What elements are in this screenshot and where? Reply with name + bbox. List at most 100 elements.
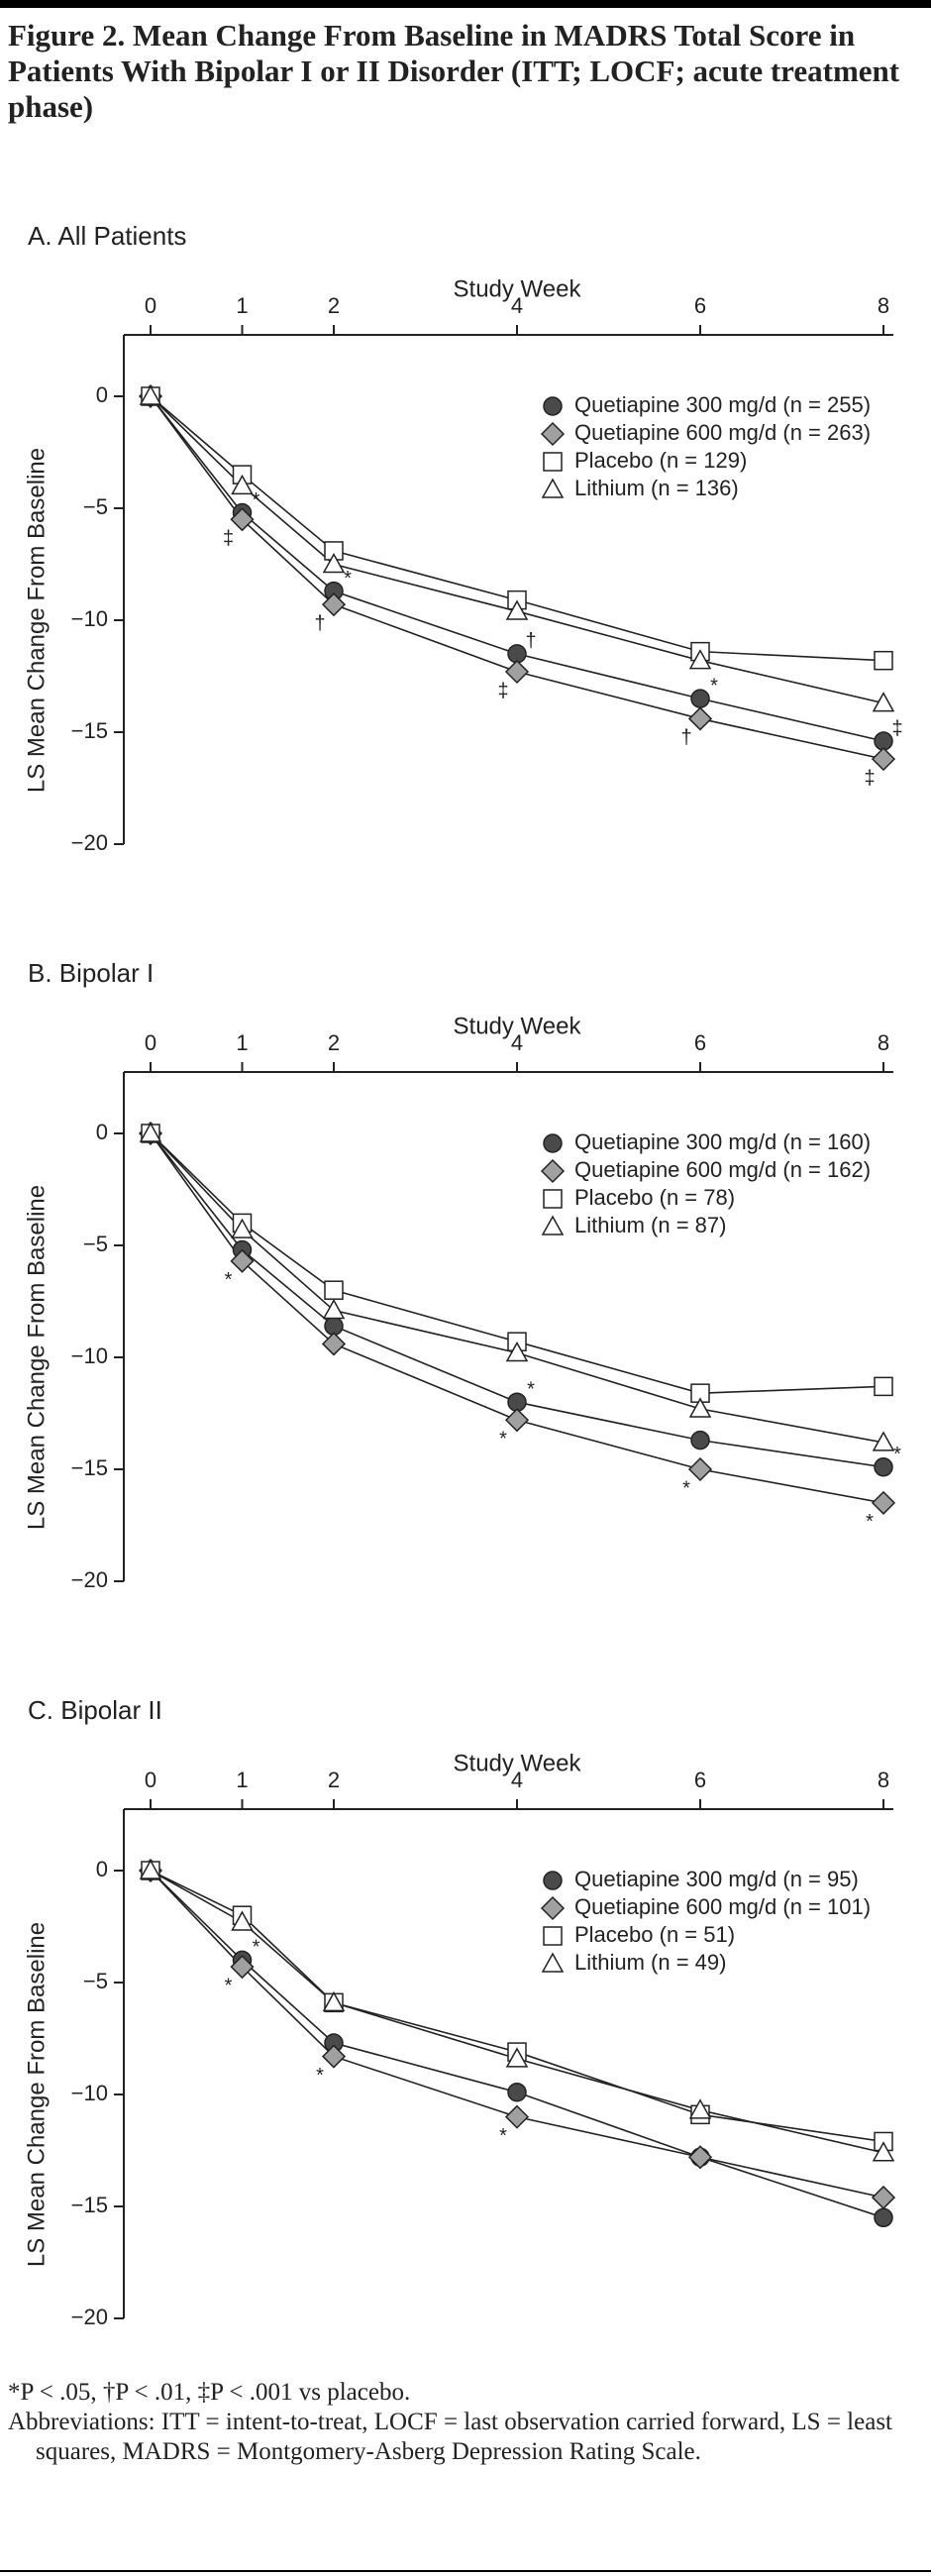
significance-marker: † <box>525 630 536 652</box>
x-tick-label: 6 <box>694 293 706 318</box>
bottom-rule <box>0 2570 931 2572</box>
data-point <box>687 706 713 731</box>
y-tick-label: −15 <box>71 2193 108 2217</box>
y-tick-label: 0 <box>96 1857 108 1881</box>
y-tick-label: −5 <box>83 1969 108 1993</box>
data-point <box>872 692 895 712</box>
x-tick-label: 2 <box>328 1768 340 1792</box>
data-point <box>690 689 710 708</box>
x-tick-label: 4 <box>511 293 523 318</box>
data-point <box>322 552 346 574</box>
y-axis-title: LS Mean Change From Baseline <box>23 1185 50 1530</box>
significance-marker: * <box>682 1477 690 1499</box>
significance-marker: * <box>344 568 352 590</box>
significance-marker: * <box>316 2065 324 2087</box>
series-line <box>150 1132 884 1394</box>
x-tick-label: 6 <box>694 1768 706 1792</box>
data-point <box>507 2082 527 2102</box>
data-point <box>231 474 254 495</box>
data-point <box>690 1430 710 1450</box>
significance-marker: * <box>710 675 718 697</box>
y-tick-label: 0 <box>96 382 108 407</box>
x-tick-label: 2 <box>328 1030 340 1055</box>
significance-marker: ‡ <box>497 680 508 701</box>
legend-marker <box>541 478 565 498</box>
legend-label: Placebo (n = 129) <box>574 448 747 473</box>
x-axis-title: Study Week <box>454 275 582 302</box>
y-axis-title: LS Mean Change From Baseline <box>23 1922 50 2267</box>
figure-title: Figure 2. Mean Change From Baseline in M… <box>8 18 900 124</box>
legend-marker <box>543 1189 563 1209</box>
data-point <box>139 1122 162 1142</box>
x-tick-label: 0 <box>145 1030 156 1055</box>
data-point <box>687 1456 713 1482</box>
series-line <box>150 395 884 742</box>
series-line <box>150 1132 884 1444</box>
x-tick-label: 6 <box>694 1030 706 1055</box>
significance-marker: * <box>527 1378 535 1400</box>
legend-label: Quetiapine 600 mg/d (n = 263) <box>574 420 871 445</box>
data-point <box>321 2044 347 2069</box>
data-point <box>871 1490 896 1515</box>
legend-label: Placebo (n = 78) <box>574 1185 735 1210</box>
data-point <box>230 507 255 532</box>
x-tick-label: 4 <box>511 1768 523 1792</box>
charts: A. All Patients Study Week LS Mean Change … <box>23 221 902 2329</box>
legend-label: Quetiapine 600 mg/d (n = 101) <box>574 1894 871 1919</box>
data-point <box>874 2207 893 2228</box>
legend-label: Lithium (n = 49) <box>574 1950 726 1975</box>
significance-marker: * <box>499 1429 507 1450</box>
significance-marker: † <box>314 612 325 634</box>
x-tick-label: 1 <box>236 1030 248 1055</box>
significance-marker: * <box>225 1269 233 1291</box>
data-point <box>505 599 529 620</box>
y-tick-label: −15 <box>71 718 108 743</box>
legend-marker <box>543 452 563 472</box>
significance-marker: * <box>225 1975 233 1996</box>
data-point <box>872 2141 895 2162</box>
series-line <box>150 1132 884 1504</box>
series-line <box>150 1870 884 2199</box>
legend-label: Quetiapine 300 mg/d (n = 95) <box>574 1867 859 1891</box>
y-tick-label: −20 <box>71 2305 108 2329</box>
data-point <box>688 649 712 670</box>
data-point <box>321 1332 347 1356</box>
footnotes: *P < .05, †P < .01, ‡P < .001 vs placebo… <box>8 2378 919 2467</box>
x-tick-label: 8 <box>878 1030 889 1055</box>
y-tick-label: 0 <box>96 1120 108 1144</box>
data-point <box>688 1397 712 1418</box>
data-point <box>322 1298 346 1320</box>
y-tick-label: −10 <box>71 2081 108 2105</box>
data-point <box>872 1431 895 1451</box>
legend-label: Quetiapine 300 mg/d (n = 160) <box>574 1129 871 1154</box>
significance-marker: * <box>499 2125 507 2147</box>
legend-marker <box>543 1133 563 1153</box>
x-tick-label: 8 <box>878 1768 889 1792</box>
y-tick-label: −20 <box>71 1567 108 1592</box>
data-point <box>321 592 347 617</box>
data-point <box>874 650 893 671</box>
significance-marker: * <box>253 489 260 511</box>
y-tick-label: −20 <box>71 830 108 855</box>
data-point <box>874 1376 893 1397</box>
data-point <box>871 2185 896 2210</box>
legend-marker <box>540 1895 566 1921</box>
legend-label: Lithium (n = 136) <box>574 476 739 500</box>
y-tick-label: −5 <box>83 494 108 519</box>
legend-marker <box>543 396 563 416</box>
x-tick-label: 4 <box>511 1030 523 1055</box>
legend-marker <box>541 1215 565 1235</box>
x-tick-label: 2 <box>328 293 340 318</box>
significance-marker: * <box>253 1937 260 1959</box>
data-point <box>231 1910 254 1931</box>
x-tick-label: 1 <box>236 1768 248 1792</box>
series-line <box>150 395 884 662</box>
x-axis-title: Study Week <box>454 1013 582 1039</box>
significance-marker: ‡ <box>864 767 875 789</box>
series-line <box>150 1132 884 1468</box>
footnote: *P < .05, †P < .01, ‡P < .001 vs placebo… <box>8 2379 411 2406</box>
x-tick-label: 0 <box>145 293 156 318</box>
y-tick-label: −5 <box>83 1232 108 1256</box>
series-line <box>150 1870 884 2154</box>
